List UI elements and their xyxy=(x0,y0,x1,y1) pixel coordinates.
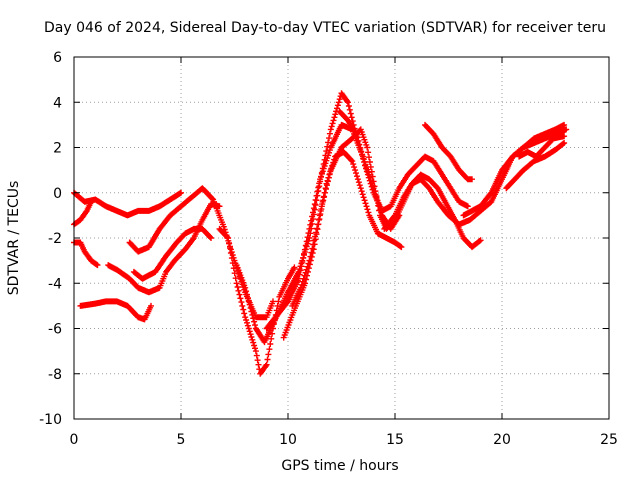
series-markers xyxy=(77,298,154,323)
x-axis-label: GPS time / hours xyxy=(281,458,398,474)
series-markers xyxy=(516,133,568,160)
y-tick-label: -10 xyxy=(39,412,62,428)
y-tick-label: -8 xyxy=(48,367,62,383)
series-markers xyxy=(503,140,568,192)
series-markers xyxy=(216,225,298,377)
series-s15 xyxy=(422,121,475,183)
y-tick-label: 0 xyxy=(53,186,62,202)
series-s7 xyxy=(130,225,214,282)
series-s13 xyxy=(336,108,471,214)
series-s16 xyxy=(460,121,568,219)
x-tick-label: 20 xyxy=(493,432,511,448)
series-s17 xyxy=(503,140,568,192)
x-tick-label: 25 xyxy=(600,432,618,448)
series-s12 xyxy=(289,149,405,309)
data-points xyxy=(71,90,570,377)
y-tick-label: 6 xyxy=(53,50,62,66)
series-markers xyxy=(105,201,223,296)
y-tick-label: 4 xyxy=(53,95,62,111)
y-tick-label: 2 xyxy=(53,141,62,157)
series-s6 xyxy=(105,201,223,296)
chart-title: Day 046 of 2024, Sidereal Day-to-day VTE… xyxy=(44,20,606,36)
series-s8 xyxy=(216,225,298,377)
series-markers xyxy=(422,121,475,183)
series-markers xyxy=(336,108,471,214)
series-markers xyxy=(130,225,214,282)
x-tick-label: 5 xyxy=(177,432,186,448)
series-s4 xyxy=(77,298,154,323)
x-tick-label: 0 xyxy=(70,432,79,448)
y-tick-label: -2 xyxy=(48,231,62,247)
series-markers xyxy=(289,149,405,309)
y-axis-label: SDTVAR / TECUs xyxy=(6,181,22,296)
y-tick-label: -4 xyxy=(48,276,62,292)
x-tick-label: 15 xyxy=(386,432,404,448)
series-markers xyxy=(460,121,568,219)
x-axis-ticks: 0 5 10 15 20 25 xyxy=(70,57,618,448)
y-tick-label: -6 xyxy=(48,322,62,338)
y-axis-ticks: -10 -8 -6 -4 -2 0 2 4 6 xyxy=(39,50,609,428)
x-tick-label: 10 xyxy=(279,432,297,448)
series-s18 xyxy=(516,133,568,160)
